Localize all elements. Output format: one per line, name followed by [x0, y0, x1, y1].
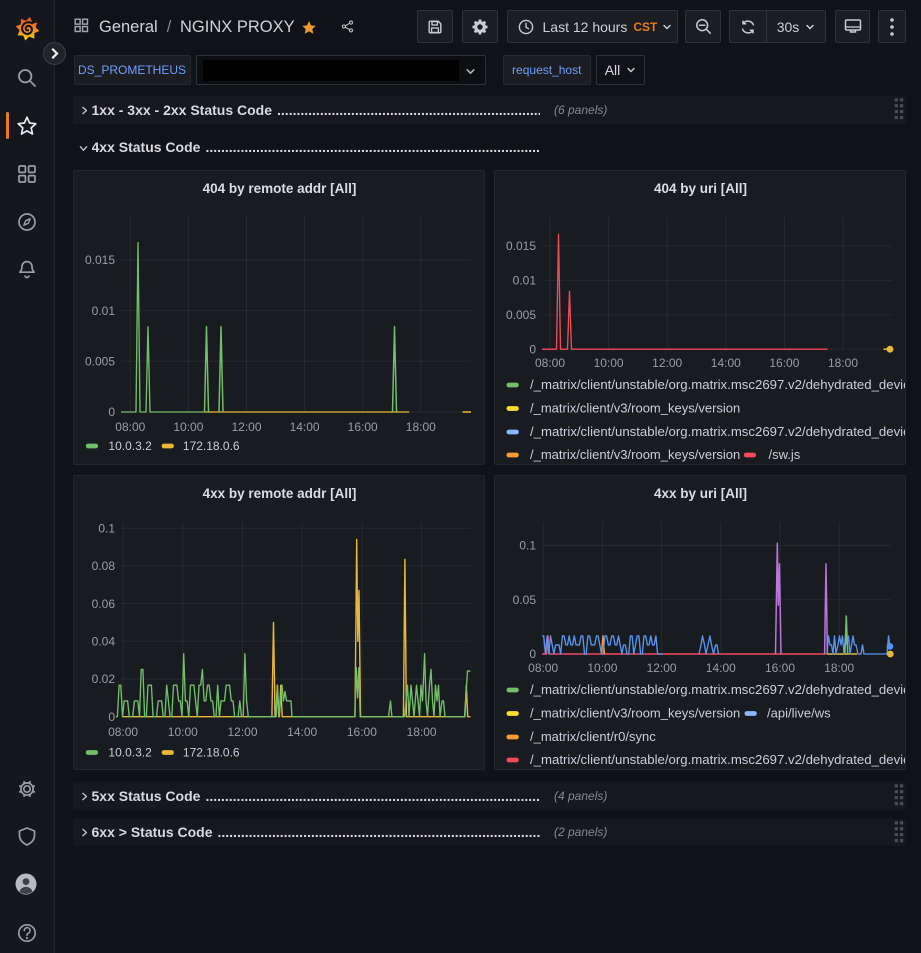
svg-text:0.02: 0.02	[91, 672, 115, 686]
svg-text:10.0.3.2: 10.0.3.2	[108, 745, 152, 759]
svg-text:0.08: 0.08	[91, 559, 115, 573]
svg-text:172.18.0.6: 172.18.0.6	[182, 745, 239, 759]
svg-text:08:00: 08:00	[115, 420, 145, 434]
svg-text:/_matrix/client/r0/sync: /_matrix/client/r0/sync	[530, 729, 656, 744]
svg-text:/_matrix/client/unstable/org.m: /_matrix/client/unstable/org.matrix.msc2…	[530, 424, 906, 439]
svg-text:16:00: 16:00	[346, 725, 376, 739]
svg-text:10.0.3.2: 10.0.3.2	[108, 439, 152, 453]
svg-text:0.005: 0.005	[505, 308, 535, 322]
svg-text:/_matrix/client/unstable/org.m: /_matrix/client/unstable/org.matrix.msc2…	[530, 752, 906, 767]
svg-text:0.1: 0.1	[519, 538, 536, 552]
svg-text:10:00: 10:00	[173, 420, 203, 434]
svg-text:14:00: 14:00	[289, 420, 319, 434]
svg-text:0.015: 0.015	[505, 239, 535, 253]
svg-text:14:00: 14:00	[287, 725, 317, 739]
svg-text:/_matrix/client/v3/room_keys/v: /_matrix/client/v3/room_keys/version	[530, 447, 740, 462]
svg-text:0.05: 0.05	[512, 593, 536, 607]
svg-text:/_matrix/client/v3/room_keys/v: /_matrix/client/v3/room_keys/version	[530, 705, 740, 720]
svg-text:0.04: 0.04	[91, 634, 115, 648]
svg-text:404 by remote addr [All]: 404 by remote addr [All]	[202, 181, 356, 196]
svg-text:08:00: 08:00	[528, 661, 558, 675]
svg-text:08:00: 08:00	[108, 725, 138, 739]
svg-text:404 by uri [All]: 404 by uri [All]	[653, 181, 746, 196]
svg-text:14:00: 14:00	[705, 661, 735, 675]
svg-text:0: 0	[108, 709, 115, 723]
svg-text:16:00: 16:00	[764, 661, 794, 675]
svg-text:/_matrix/client/unstable/org.m: /_matrix/client/unstable/org.matrix.msc2…	[530, 377, 906, 392]
svg-text:0.01: 0.01	[91, 304, 115, 318]
svg-text:18:00: 18:00	[405, 420, 435, 434]
svg-text:0: 0	[529, 647, 536, 661]
svg-text:0: 0	[108, 405, 115, 419]
svg-text:18:00: 18:00	[406, 725, 436, 739]
svg-text:/_matrix/client/unstable/org.m: /_matrix/client/unstable/org.matrix.msc2…	[530, 682, 906, 697]
svg-text:10:00: 10:00	[593, 356, 623, 370]
svg-text:0.1: 0.1	[98, 521, 115, 535]
svg-text:/api/live/ws: /api/live/ws	[767, 705, 831, 720]
svg-text:4xx by remote addr [All]: 4xx by remote addr [All]	[202, 486, 356, 501]
svg-text:10:00: 10:00	[167, 725, 197, 739]
svg-text:0.015: 0.015	[84, 253, 114, 267]
svg-text:18:00: 18:00	[824, 661, 854, 675]
svg-text:16:00: 16:00	[347, 420, 377, 434]
svg-text:12:00: 12:00	[646, 661, 676, 675]
svg-text:/sw.js: /sw.js	[768, 447, 800, 462]
svg-text:12:00: 12:00	[231, 420, 261, 434]
svg-text:0: 0	[529, 342, 536, 356]
svg-text:4xx by uri [All]: 4xx by uri [All]	[653, 486, 746, 501]
svg-text:16:00: 16:00	[769, 356, 799, 370]
svg-text:12:00: 12:00	[227, 725, 257, 739]
svg-text:172.18.0.6: 172.18.0.6	[182, 439, 239, 453]
svg-text:0.005: 0.005	[84, 355, 114, 369]
svg-text:/_matrix/client/v3/room_keys/v: /_matrix/client/v3/room_keys/version	[530, 401, 740, 416]
svg-text:0.06: 0.06	[91, 596, 115, 610]
svg-text:12:00: 12:00	[652, 356, 682, 370]
svg-text:10:00: 10:00	[587, 661, 617, 675]
svg-text:08:00: 08:00	[534, 356, 564, 370]
svg-text:0.01: 0.01	[512, 274, 536, 288]
svg-text:18:00: 18:00	[827, 356, 857, 370]
svg-text:14:00: 14:00	[710, 356, 740, 370]
